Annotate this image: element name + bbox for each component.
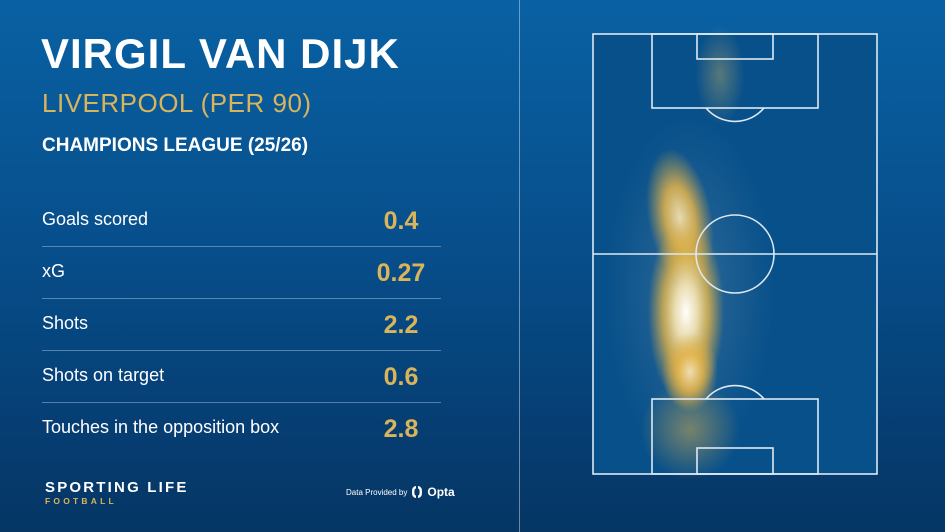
stat-row-shots: Shots 2.2 (42, 299, 441, 351)
top-penalty-arc (705, 107, 765, 123)
competition-label: CHAMPIONS LEAGUE (25/26) (42, 135, 309, 156)
stat-row-xg: xG 0.27 (42, 247, 441, 299)
stat-value: 2.8 (383, 415, 419, 443)
stats-table: Goals scored 0.4 xG 0.27 Shots 2.2 Shots… (42, 195, 441, 454)
top-six-yard-box (696, 33, 774, 60)
heatmap-layer (605, 25, 775, 480)
stat-label: Goals scored (42, 209, 149, 229)
stat-label: Shots (42, 313, 89, 333)
player-name: VIRGIL VAN DIJK (41, 30, 400, 77)
provider-text: Data Provided by (346, 487, 408, 497)
stat-row-shots-on-target: Shots on target 0.6 (42, 351, 441, 403)
brand-section: FOOTBALL (45, 496, 117, 506)
stat-value: 0.6 (383, 363, 419, 391)
sporting-life-logo: SPORTING LIFE FOOTBALL (45, 480, 189, 506)
stat-value: 0.27 (376, 259, 426, 287)
center-circle (695, 214, 775, 294)
stat-label: xG (42, 261, 66, 281)
stat-label: Shots on target (42, 365, 165, 385)
team-per90-label: LIVERPOOL (PER 90) (42, 88, 312, 118)
panel-divider (519, 0, 520, 532)
stat-row-goals: Goals scored 0.4 (42, 195, 441, 247)
bottom-penalty-arc (705, 384, 765, 400)
data-provider-credit: Data Provided by Opta (346, 485, 455, 499)
stat-row-box-touches: Touches in the opposition box 2.8 (42, 403, 441, 454)
stat-label: Touches in the opposition box (42, 417, 280, 437)
stat-value: 0.4 (383, 207, 419, 235)
bottom-six-yard-box (696, 447, 774, 475)
brand-name: SPORTING LIFE (45, 479, 189, 496)
opta-logo-icon (412, 486, 423, 498)
pitch-markings (592, 33, 878, 475)
stat-value: 2.2 (383, 311, 419, 339)
provider-name: Opta (427, 485, 455, 499)
